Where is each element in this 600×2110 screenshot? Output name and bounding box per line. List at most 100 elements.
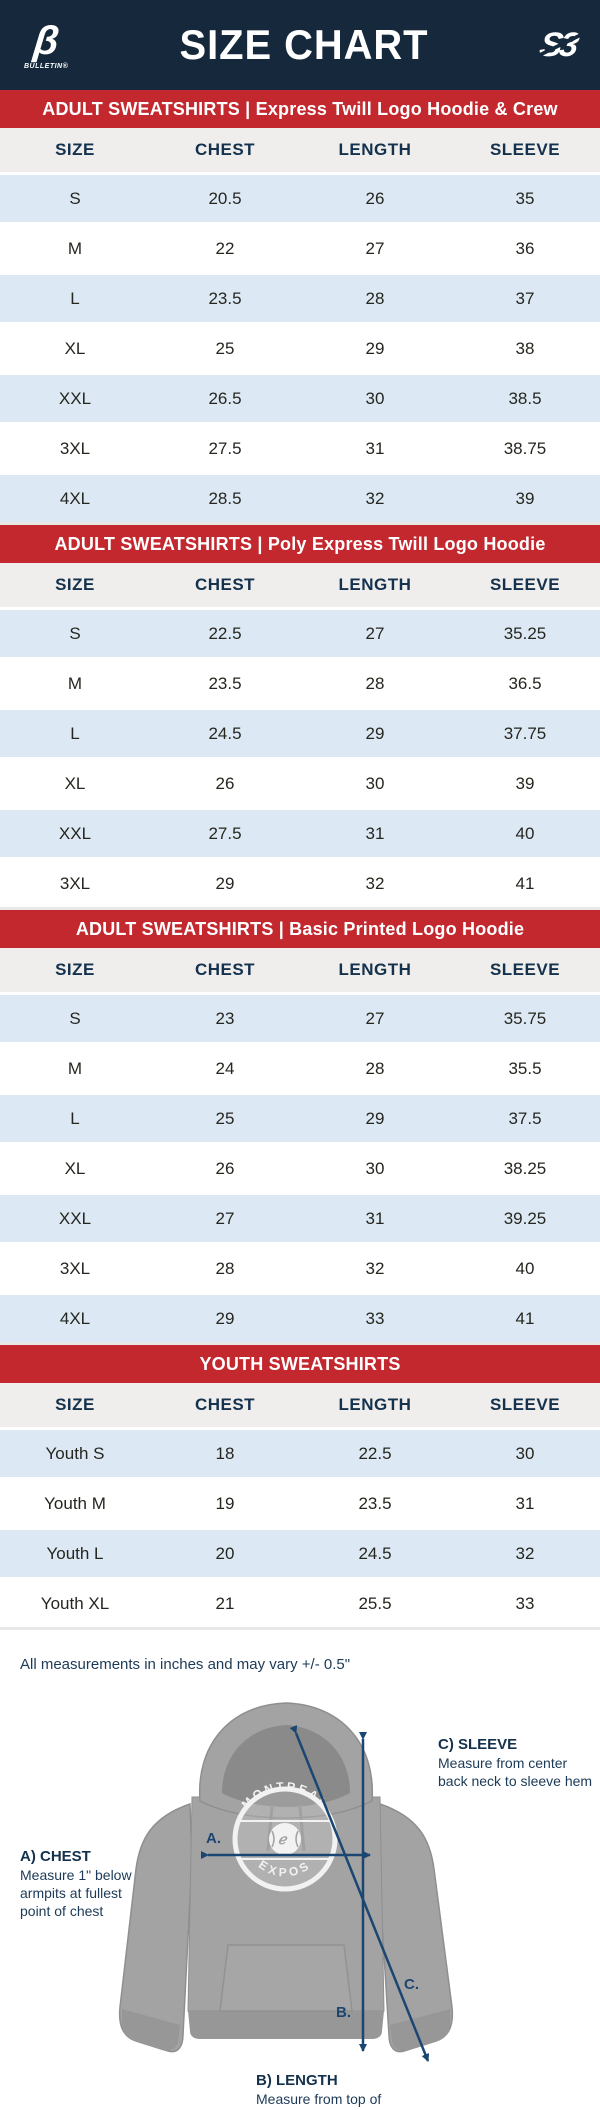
size-cell: S bbox=[0, 175, 150, 225]
size-cell: Youth XL bbox=[0, 1580, 150, 1630]
table-row: 4XL 28.5 32 39 bbox=[0, 475, 600, 525]
length-cell: 31 bbox=[300, 425, 450, 475]
chest-cell: 26.5 bbox=[150, 375, 300, 425]
chest-cell: 29 bbox=[150, 1295, 300, 1345]
size-cell: XL bbox=[0, 1145, 150, 1195]
chest-cell: 29 bbox=[150, 860, 300, 910]
size-cell: Youth M bbox=[0, 1480, 150, 1530]
sleeve-cell: 31 bbox=[450, 1480, 600, 1530]
sleeve-cell: 41 bbox=[450, 1295, 600, 1345]
size-cell: Youth S bbox=[0, 1430, 150, 1480]
length-measure-label: B) LENGTH Measure from top of shoulder t… bbox=[256, 2071, 396, 2110]
chest-cell: 20.5 bbox=[150, 175, 300, 225]
table-row: XXL 27.5 31 40 bbox=[0, 810, 600, 860]
length-cell: 31 bbox=[300, 810, 450, 860]
table-row: M 23.5 28 36.5 bbox=[0, 660, 600, 710]
length-cell: 32 bbox=[300, 475, 450, 525]
sleeve-cell: 33 bbox=[450, 1580, 600, 1630]
chest-cell: 26 bbox=[150, 760, 300, 810]
column-header: CHEST bbox=[150, 563, 300, 610]
hoodie-diagram: ℯ MONTREAL EXPOS A. B. C. bbox=[0, 1679, 600, 2110]
size-cell: XXL bbox=[0, 810, 150, 860]
length-cell: 31 bbox=[300, 1195, 450, 1245]
sleeve-cell: 35.75 bbox=[450, 995, 600, 1045]
length-cell: 33 bbox=[300, 1295, 450, 1345]
chest-cell: 25 bbox=[150, 325, 300, 375]
column-header: SIZE bbox=[0, 128, 150, 175]
chest-cell: 27.5 bbox=[150, 425, 300, 475]
size-table: SIZE CHEST LENGTH SLEEVE Youth S 18 22.5 30 Yout… bbox=[0, 1383, 600, 1630]
bulletin-b-icon: β bbox=[31, 18, 61, 63]
sleeve-cell: 39.25 bbox=[450, 1195, 600, 1245]
size-table: SIZE CHEST LENGTH SLEEVE S 23 27 35.75 M 24 28 35.5… bbox=[0, 948, 600, 1345]
size-cell: Youth L bbox=[0, 1530, 150, 1580]
chest-arrow-letter: A. bbox=[206, 1830, 221, 1847]
chest-label-desc: Measure 1" below armpits at fullest poin… bbox=[20, 1867, 132, 1919]
table-row: L 24.5 29 37.75 bbox=[0, 710, 600, 760]
hoodie-illustration: ℯ MONTREAL EXPOS A. B. C. bbox=[118, 1702, 454, 2062]
header-row: SIZE CHEST LENGTH SLEEVE bbox=[0, 1383, 600, 1430]
table-row: M 22 27 36 bbox=[0, 225, 600, 275]
sleeve-cell: 40 bbox=[450, 810, 600, 860]
arrow-letters: A. B. C. bbox=[206, 1830, 419, 2021]
table-row: S 23 27 35.75 bbox=[0, 995, 600, 1045]
chest-cell: 24.5 bbox=[150, 710, 300, 760]
size-cell: M bbox=[0, 660, 150, 710]
size-cell: XL bbox=[0, 325, 150, 375]
column-header: CHEST bbox=[150, 948, 300, 995]
chest-cell: 27.5 bbox=[150, 810, 300, 860]
length-cell: 25.5 bbox=[300, 1580, 450, 1630]
table-row: Youth M 19 23.5 31 bbox=[0, 1480, 600, 1530]
length-cell: 27 bbox=[300, 995, 450, 1045]
size-cell: 3XL bbox=[0, 1245, 150, 1295]
chest-cell: 23.5 bbox=[150, 660, 300, 710]
column-header: LENGTH bbox=[300, 563, 450, 610]
length-cell: 22.5 bbox=[300, 1430, 450, 1480]
sleeve-cell: 38.5 bbox=[450, 375, 600, 425]
length-cell: 26 bbox=[300, 175, 450, 225]
size-cell: L bbox=[0, 275, 150, 325]
table-row: 4XL 29 33 41 bbox=[0, 1295, 600, 1345]
length-cell: 28 bbox=[300, 1045, 450, 1095]
size-cell: 4XL bbox=[0, 475, 150, 525]
table-row: M 24 28 35.5 bbox=[0, 1045, 600, 1095]
table-row: S 20.5 26 35 bbox=[0, 175, 600, 225]
size-cell: XXL bbox=[0, 1195, 150, 1245]
bulletin-logo-text: BULLETIN® bbox=[24, 62, 69, 70]
sleeve-cell: 32 bbox=[450, 1530, 600, 1580]
chest-cell: 18 bbox=[150, 1430, 300, 1480]
bulletin-logo: β BULLETIN® bbox=[24, 18, 69, 70]
sleeve-cell: 36.5 bbox=[450, 660, 600, 710]
column-header: LENGTH bbox=[300, 128, 450, 175]
sleeve-cell: 39 bbox=[450, 760, 600, 810]
size-cell: 3XL bbox=[0, 425, 150, 475]
length-cell: 27 bbox=[300, 225, 450, 275]
sleeve-arrow-letter: C. bbox=[404, 1976, 419, 1993]
chest-cell: 28.5 bbox=[150, 475, 300, 525]
page-header: β BULLETIN® SIZE CHART S3 bbox=[0, 0, 600, 90]
chest-cell: 28 bbox=[150, 1245, 300, 1295]
table-row: 3XL 29 32 41 bbox=[0, 860, 600, 910]
sleeve-label-title: C) SLEEVE bbox=[438, 1736, 518, 1753]
length-cell: 32 bbox=[300, 1245, 450, 1295]
table-row: XXL 27 31 39.25 bbox=[0, 1195, 600, 1245]
sb-logo-icon: S3 bbox=[536, 26, 589, 65]
section-banner: ADULT SWEATSHIRTS | Basic Printed Logo H… bbox=[0, 910, 600, 948]
size-cell: M bbox=[0, 1045, 150, 1095]
column-header: SIZE bbox=[0, 948, 150, 995]
table-row: 3XL 27.5 31 38.75 bbox=[0, 425, 600, 475]
column-header: SIZE bbox=[0, 1383, 150, 1430]
sleeve-cell: 37.75 bbox=[450, 710, 600, 760]
size-cell: 4XL bbox=[0, 1295, 150, 1345]
length-label-title: B) LENGTH bbox=[256, 2072, 338, 2089]
chest-cell: 23.5 bbox=[150, 275, 300, 325]
chest-cell: 26 bbox=[150, 1145, 300, 1195]
column-header: LENGTH bbox=[300, 1383, 450, 1430]
length-cell: 30 bbox=[300, 1145, 450, 1195]
section-banner: ADULT SWEATSHIRTS | Poly Express Twill L… bbox=[0, 525, 600, 563]
length-cell: 27 bbox=[300, 610, 450, 660]
chest-cell: 22.5 bbox=[150, 610, 300, 660]
length-cell: 30 bbox=[300, 760, 450, 810]
column-header: SLEEVE bbox=[450, 128, 600, 175]
